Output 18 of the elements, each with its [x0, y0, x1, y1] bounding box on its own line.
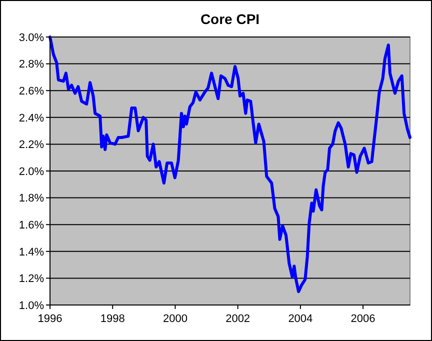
- y-tick-label: 2.0%: [18, 166, 44, 178]
- x-tick-label: 1998: [100, 313, 125, 325]
- y-tick-label: 1.8%: [18, 192, 44, 205]
- x-tick-label: 1996: [38, 313, 62, 325]
- x-tick-label: 2002: [226, 313, 250, 325]
- y-tick-label: 1.4%: [18, 246, 44, 258]
- y-tick-label: 2.8%: [18, 58, 44, 71]
- x-tick-label: 2006: [350, 313, 376, 325]
- y-tick-label: 2.6%: [18, 85, 44, 98]
- y-tick-label: 2.2%: [18, 139, 44, 152]
- y-tick-label: 1.2%: [18, 273, 44, 286]
- y-tick-label: 3.0%: [18, 32, 44, 44]
- y-tick-label: 1.6%: [18, 219, 44, 232]
- chart-title: Core CPI: [200, 11, 260, 27]
- y-tick-label: 2.4%: [18, 112, 44, 124]
- x-tick-label: 2000: [162, 313, 188, 325]
- y-tick-label: 1.0%: [18, 300, 44, 312]
- x-tick-label: 2004: [288, 313, 313, 325]
